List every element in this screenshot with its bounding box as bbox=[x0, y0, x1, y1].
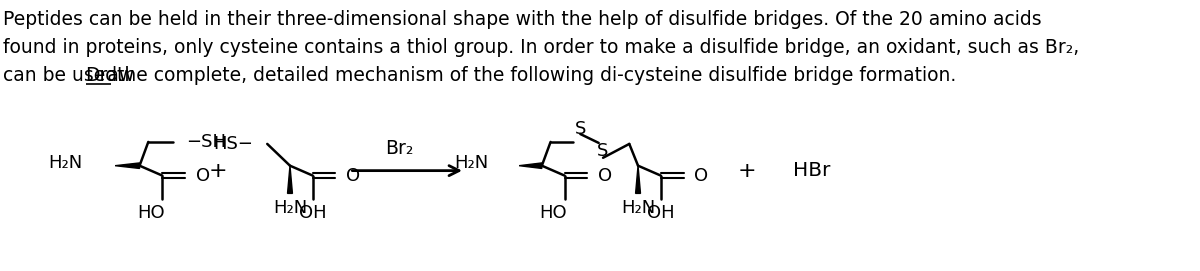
Text: −SH: −SH bbox=[186, 133, 226, 151]
Text: can be used.: can be used. bbox=[4, 66, 130, 85]
Polygon shape bbox=[520, 163, 542, 169]
Text: +: + bbox=[209, 161, 228, 181]
Text: H₂N: H₂N bbox=[48, 154, 83, 172]
Text: the complete, detailed mechanism of the following di-cysteine disulfide bridge f: the complete, detailed mechanism of the … bbox=[110, 66, 956, 85]
Polygon shape bbox=[636, 166, 641, 193]
Text: HBr: HBr bbox=[793, 161, 830, 180]
Polygon shape bbox=[288, 166, 293, 193]
Text: O: O bbox=[694, 167, 708, 185]
Text: HO: HO bbox=[539, 204, 568, 222]
Text: Br₂: Br₂ bbox=[385, 139, 414, 158]
Text: S: S bbox=[598, 142, 608, 160]
Text: found in proteins, only cysteine contains a thiol group. In order to make a disu: found in proteins, only cysteine contain… bbox=[4, 38, 1079, 57]
Text: OH: OH bbox=[299, 204, 326, 222]
Text: Draw: Draw bbox=[85, 66, 134, 85]
Text: HO: HO bbox=[137, 204, 164, 222]
Text: H₂N: H₂N bbox=[620, 199, 655, 217]
Polygon shape bbox=[115, 163, 139, 169]
Text: OH: OH bbox=[647, 204, 674, 222]
Text: Peptides can be held in their three-dimensional shape with the help of disulfide: Peptides can be held in their three-dime… bbox=[4, 10, 1042, 29]
Text: H₂N: H₂N bbox=[455, 154, 488, 172]
Text: O: O bbox=[346, 167, 360, 185]
Text: +: + bbox=[737, 161, 756, 181]
Text: O: O bbox=[598, 167, 612, 185]
Text: HS−: HS− bbox=[214, 135, 253, 153]
Text: S: S bbox=[575, 120, 586, 138]
Text: O: O bbox=[196, 167, 210, 185]
Text: H₂N: H₂N bbox=[272, 199, 307, 217]
